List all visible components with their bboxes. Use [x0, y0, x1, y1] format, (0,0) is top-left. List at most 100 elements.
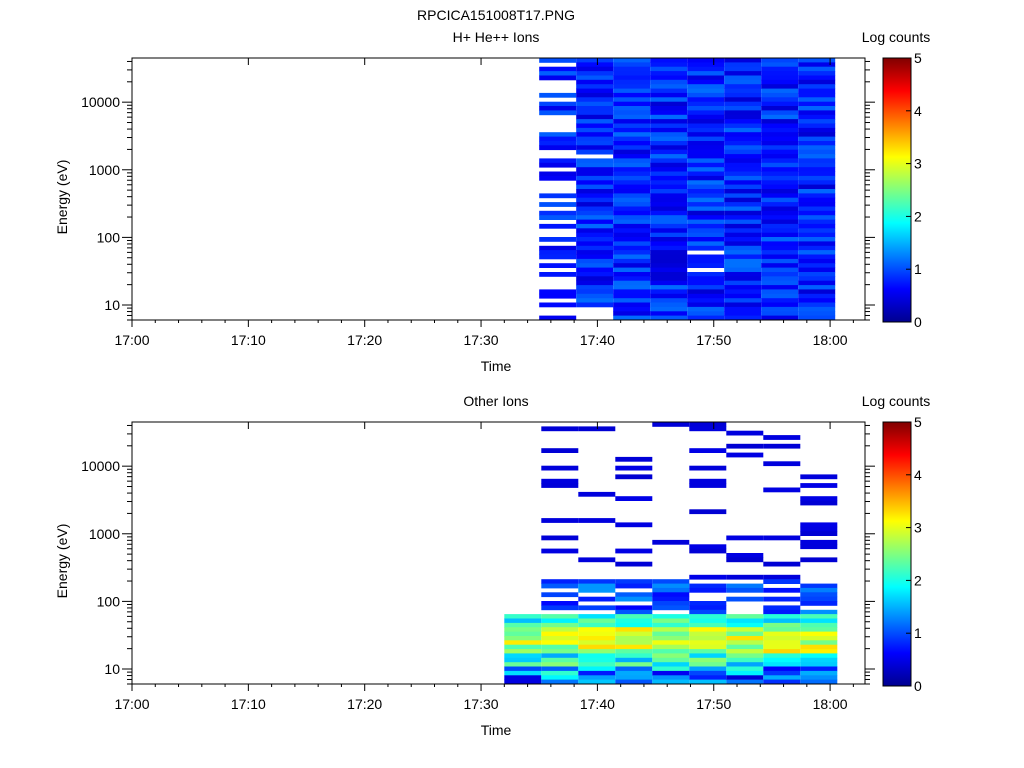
heatmap-cell	[576, 141, 614, 146]
heatmap-cell	[689, 627, 727, 632]
heatmap-cell	[652, 622, 690, 628]
panel-2-colorbar-label: Log counts	[862, 393, 931, 409]
heatmap-cell	[726, 679, 764, 685]
heatmap-cell	[650, 154, 688, 159]
y-tick-label: 100	[97, 229, 121, 245]
heatmap-cell	[615, 649, 653, 654]
heatmap-cell	[798, 79, 836, 85]
panel-1-colorbar	[882, 57, 912, 323]
heatmap-cell	[763, 487, 801, 493]
heatmap-cell	[576, 158, 614, 164]
heatmap-cell	[650, 245, 688, 251]
heatmap-cell	[504, 670, 542, 676]
heatmap-cell	[576, 254, 614, 260]
heatmap-cell	[761, 298, 799, 303]
heatmap-cell	[613, 293, 651, 299]
heatmap-cell	[761, 245, 799, 251]
heatmap-cell	[687, 88, 725, 94]
heatmap-cell	[763, 657, 801, 663]
heatmap-cell	[800, 483, 838, 488]
heatmap-cell	[613, 66, 651, 72]
heatmap-cell	[724, 62, 762, 68]
heatmap-cell	[726, 670, 764, 676]
heatmap-cell	[578, 636, 616, 641]
heatmap-cell	[652, 627, 690, 632]
heatmap-cell	[724, 110, 762, 116]
heatmap-cell	[800, 587, 838, 593]
panel-1-plot-frame	[131, 57, 866, 321]
heatmap-cell	[724, 215, 762, 220]
heatmap-cell	[576, 162, 614, 168]
heatmap-cell	[613, 158, 651, 164]
x-tick-label: 17:40	[580, 332, 615, 348]
heatmap-cell	[652, 587, 690, 593]
heatmap-cell	[613, 145, 651, 151]
heatmap-cell	[687, 58, 725, 63]
heatmap-cell	[724, 66, 762, 72]
heatmap-cell	[539, 250, 577, 255]
heatmap-cell	[689, 583, 727, 589]
heatmap-cell	[613, 136, 651, 142]
heatmap-cell	[798, 293, 836, 299]
heatmap-cell	[761, 167, 799, 172]
heatmap-cell	[761, 219, 799, 225]
heatmap-cell	[800, 531, 838, 536]
heatmap-cell	[613, 210, 651, 216]
heatmap-cell	[650, 136, 688, 142]
colorbar-tick-label: 3	[914, 156, 922, 172]
heatmap-cell	[650, 167, 688, 172]
heatmap-cell	[763, 535, 801, 541]
heatmap-cell	[652, 579, 690, 584]
heatmap-cell	[539, 132, 577, 137]
heatmap-cell	[504, 662, 542, 667]
heatmap-cell	[763, 631, 801, 637]
heatmap-cell	[613, 237, 651, 242]
heatmap-cell	[613, 114, 651, 120]
heatmap-cell	[724, 298, 762, 303]
heatmap-cell	[650, 101, 688, 107]
heatmap-cell	[724, 219, 762, 225]
heatmap-cell	[724, 158, 762, 164]
heatmap-cell	[724, 276, 762, 282]
heatmap-cell	[650, 263, 688, 268]
heatmap-cell	[687, 219, 725, 225]
heatmap-cell	[650, 302, 688, 308]
heatmap-cell	[761, 285, 799, 290]
heatmap-cell	[576, 263, 614, 268]
heatmap-cell	[687, 123, 725, 129]
panel-2-plot-frame	[131, 421, 866, 685]
heatmap-cell	[650, 141, 688, 146]
heatmap-cell	[763, 587, 801, 593]
x-tick-label: 17:10	[231, 332, 266, 348]
heatmap-cell	[687, 167, 725, 172]
heatmap-cell	[689, 483, 727, 488]
heatmap-cell	[724, 289, 762, 295]
heatmap-cell	[798, 114, 836, 120]
heatmap-cell	[800, 539, 838, 545]
panel-1-axes: 17:00 17:10 17:20 17:30 17:40 17:50 18:00 10 100…	[81, 58, 875, 348]
heatmap-cell	[615, 640, 653, 646]
heatmap-cell	[687, 197, 725, 203]
heatmap-cell	[576, 210, 614, 216]
heatmap-cell	[763, 670, 801, 676]
heatmap-cell	[541, 548, 579, 554]
heatmap-cell	[761, 280, 799, 286]
heatmap-cell	[763, 644, 801, 650]
heatmap-cell	[652, 614, 690, 619]
x-tick-label: 17:50	[696, 696, 731, 712]
heatmap-cell	[687, 289, 725, 295]
heatmap-cell	[576, 58, 614, 63]
heatmap-cell	[724, 71, 762, 76]
heatmap-cell	[613, 315, 651, 321]
heatmap-cell	[541, 627, 579, 632]
heatmap-cell	[798, 66, 836, 72]
heatmap-cell	[800, 670, 838, 676]
heatmap-cell	[613, 219, 651, 225]
heatmap-cell	[763, 609, 801, 615]
heatmap-cell	[539, 145, 577, 151]
heatmap-cell	[578, 614, 616, 619]
heatmap-cell	[724, 223, 762, 229]
heatmap-cell	[539, 254, 577, 260]
heatmap-cell	[798, 285, 836, 290]
